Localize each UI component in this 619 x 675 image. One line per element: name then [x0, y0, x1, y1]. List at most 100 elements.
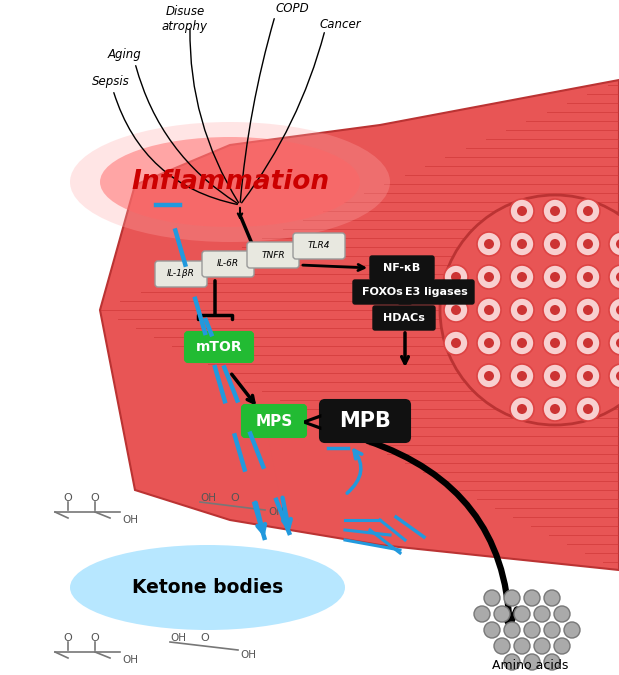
Circle shape	[484, 622, 500, 638]
Circle shape	[510, 397, 534, 421]
Circle shape	[543, 265, 567, 289]
Ellipse shape	[70, 122, 390, 242]
Circle shape	[616, 305, 619, 315]
Text: HDACs: HDACs	[383, 313, 425, 323]
FancyArrowPatch shape	[282, 497, 291, 527]
Text: Inflammation: Inflammation	[131, 169, 329, 195]
FancyBboxPatch shape	[247, 242, 299, 268]
FancyArrowPatch shape	[190, 29, 238, 202]
Text: OH: OH	[240, 650, 256, 660]
Circle shape	[510, 331, 534, 355]
Circle shape	[583, 371, 593, 381]
Circle shape	[510, 199, 534, 223]
Circle shape	[534, 638, 550, 654]
Circle shape	[550, 272, 560, 282]
Text: COPD: COPD	[275, 2, 309, 15]
Circle shape	[576, 364, 600, 388]
Circle shape	[494, 606, 510, 622]
FancyArrowPatch shape	[114, 92, 237, 205]
Circle shape	[616, 338, 619, 348]
Circle shape	[616, 239, 619, 249]
FancyBboxPatch shape	[320, 400, 410, 442]
FancyArrowPatch shape	[136, 65, 238, 204]
FancyBboxPatch shape	[398, 280, 474, 304]
Circle shape	[514, 638, 530, 654]
FancyBboxPatch shape	[373, 306, 435, 330]
FancyArrowPatch shape	[241, 32, 324, 202]
Circle shape	[609, 331, 619, 355]
Circle shape	[564, 622, 580, 638]
Text: Cancer: Cancer	[320, 18, 361, 31]
Circle shape	[550, 371, 560, 381]
Circle shape	[543, 397, 567, 421]
FancyArrowPatch shape	[368, 441, 517, 625]
FancyArrowPatch shape	[241, 217, 256, 252]
Text: O: O	[64, 633, 72, 643]
Circle shape	[583, 239, 593, 249]
Text: Ketone bodies: Ketone bodies	[132, 578, 283, 597]
Circle shape	[504, 590, 520, 606]
Text: MPB: MPB	[339, 411, 391, 431]
Circle shape	[517, 206, 527, 216]
Text: E3 ligases: E3 ligases	[405, 287, 467, 297]
FancyArrowPatch shape	[232, 374, 254, 403]
Circle shape	[494, 638, 510, 654]
Circle shape	[583, 404, 593, 414]
Circle shape	[616, 272, 619, 282]
Circle shape	[583, 206, 593, 216]
Circle shape	[477, 364, 501, 388]
Circle shape	[504, 622, 520, 638]
Circle shape	[554, 606, 570, 622]
Circle shape	[514, 606, 530, 622]
Text: Sepsis: Sepsis	[92, 75, 130, 88]
Circle shape	[484, 338, 494, 348]
Circle shape	[484, 590, 500, 606]
FancyBboxPatch shape	[202, 251, 254, 277]
Ellipse shape	[70, 545, 345, 630]
Circle shape	[583, 272, 593, 282]
FancyBboxPatch shape	[155, 261, 207, 287]
Circle shape	[444, 265, 468, 289]
FancyBboxPatch shape	[353, 280, 412, 304]
Text: TLR4: TLR4	[308, 242, 331, 250]
Circle shape	[444, 331, 468, 355]
Circle shape	[451, 338, 461, 348]
Circle shape	[484, 239, 494, 249]
Text: O: O	[90, 493, 100, 503]
Text: O: O	[231, 493, 240, 503]
Circle shape	[510, 265, 534, 289]
Circle shape	[576, 199, 600, 223]
Circle shape	[510, 364, 534, 388]
FancyBboxPatch shape	[185, 332, 253, 362]
FancyArrowPatch shape	[238, 208, 242, 218]
Circle shape	[543, 364, 567, 388]
Circle shape	[474, 606, 490, 622]
Circle shape	[524, 654, 540, 670]
Circle shape	[477, 331, 501, 355]
Circle shape	[517, 404, 527, 414]
Text: O: O	[64, 493, 72, 503]
Text: O: O	[90, 633, 100, 643]
Circle shape	[576, 298, 600, 322]
Circle shape	[576, 397, 600, 421]
Circle shape	[576, 265, 600, 289]
Circle shape	[510, 232, 534, 256]
Text: OH: OH	[170, 633, 186, 643]
Circle shape	[524, 590, 540, 606]
Text: <: <	[301, 409, 325, 437]
Circle shape	[550, 338, 560, 348]
FancyArrowPatch shape	[240, 19, 274, 202]
Text: OH: OH	[122, 655, 138, 665]
Circle shape	[554, 638, 570, 654]
Circle shape	[616, 371, 619, 381]
Text: IL-6R: IL-6R	[217, 259, 239, 269]
Text: Amino acids: Amino acids	[492, 659, 568, 672]
Circle shape	[544, 622, 560, 638]
Circle shape	[477, 298, 501, 322]
Circle shape	[517, 338, 527, 348]
Circle shape	[510, 298, 534, 322]
Circle shape	[544, 590, 560, 606]
Text: IL-1βR: IL-1βR	[167, 269, 195, 279]
Text: OH: OH	[268, 507, 284, 517]
Circle shape	[477, 265, 501, 289]
